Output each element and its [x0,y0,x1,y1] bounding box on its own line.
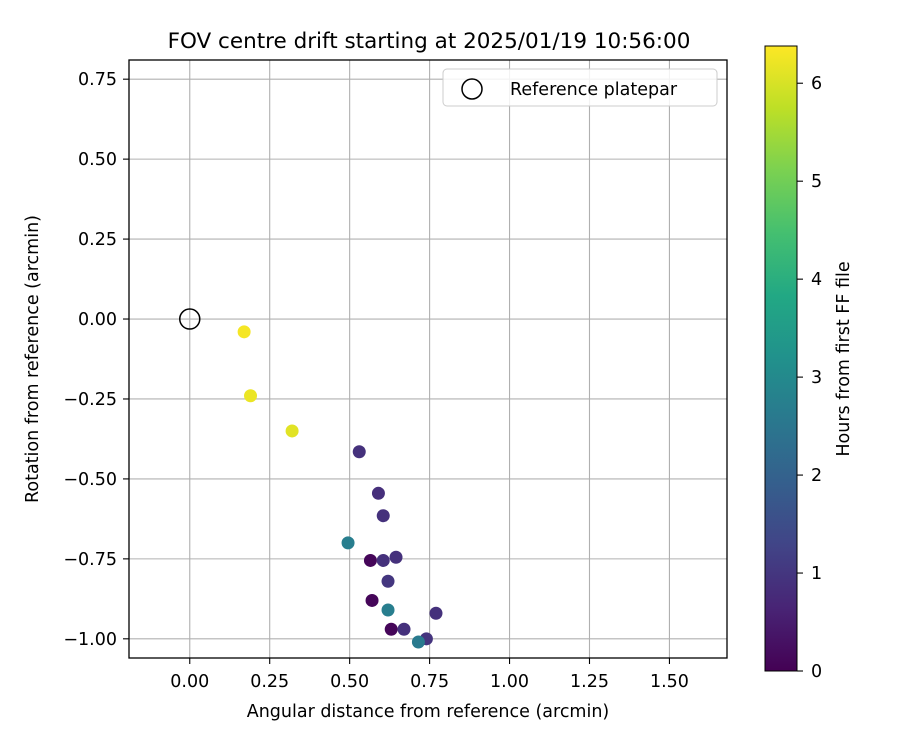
colorbar-tick-label: 6 [811,74,822,94]
colorbar-tick-label: 1 [811,564,822,584]
data-point [384,622,398,636]
data-point [411,635,425,649]
colorbar-label: Hours from first FF file [834,261,854,456]
x-tick-label: 0.00 [170,672,209,692]
data-point [381,574,395,588]
grid-lines [129,60,727,658]
y-axis-label: Rotation from reference (arcmin) [23,215,43,503]
data-point [352,445,366,459]
data-point [381,603,395,617]
data-point [365,593,379,607]
data-point [397,622,411,636]
colorbar-tick-label: 2 [811,466,822,486]
y-tick-label: 0.25 [78,230,117,250]
data-point [341,536,355,550]
x-axis: 0.00 0.25 0.50 0.75 1.00 1.25 1.50 [170,658,689,692]
y-tick-label: −0.50 [63,470,117,490]
legend: Reference platepar [442,68,718,107]
data-point [389,550,403,564]
reference-point [179,308,201,330]
y-tick-label: −0.75 [63,550,117,570]
data-point [376,553,390,567]
y-tick-label: 0.75 [78,70,117,90]
data-point [429,606,443,620]
x-tick-label: 1.25 [570,672,609,692]
y-tick-label: 0.00 [78,310,117,330]
x-tick-label: 0.75 [410,672,449,692]
colorbar: 0 1 2 3 4 5 6 Hours from first FF file [764,45,854,682]
colorbar-tick-label: 3 [811,368,822,388]
data-point [363,553,377,567]
data-points [237,325,443,649]
colorbar-gradient [764,45,798,672]
data-point [285,424,299,438]
x-tick-label: 0.25 [250,672,289,692]
colorbar-tick-label: 5 [811,172,822,192]
x-tick-label: 0.50 [330,672,369,692]
legend-box [442,68,718,107]
colorbar-tick-label: 0 [811,662,822,682]
data-point [371,486,385,500]
legend-marker-icon [461,78,483,100]
data-point [237,325,251,339]
plot-frame [128,59,728,659]
y-tick-label: 0.50 [78,150,117,170]
data-point [244,389,258,403]
y-tick-label: −0.25 [63,390,117,410]
chart-title: FOV centre drift starting at 2025/01/19 … [168,29,691,54]
colorbar-ticks: 0 1 2 3 4 5 6 [797,74,822,682]
x-axis-label: Angular distance from reference (arcmin) [247,702,610,722]
y-axis: 0.75 0.50 0.25 0.00 −0.25 −0.50 −0.75 −1.00 [63,70,129,650]
x-tick-label: 1.00 [490,672,529,692]
y-tick-label: −1.00 [63,630,117,650]
x-tick-label: 1.50 [650,672,689,692]
legend-entry-reference: Reference platepar [510,80,678,100]
colorbar-tick-label: 4 [811,270,822,290]
data-point [376,509,390,523]
reference-marker [179,308,201,330]
